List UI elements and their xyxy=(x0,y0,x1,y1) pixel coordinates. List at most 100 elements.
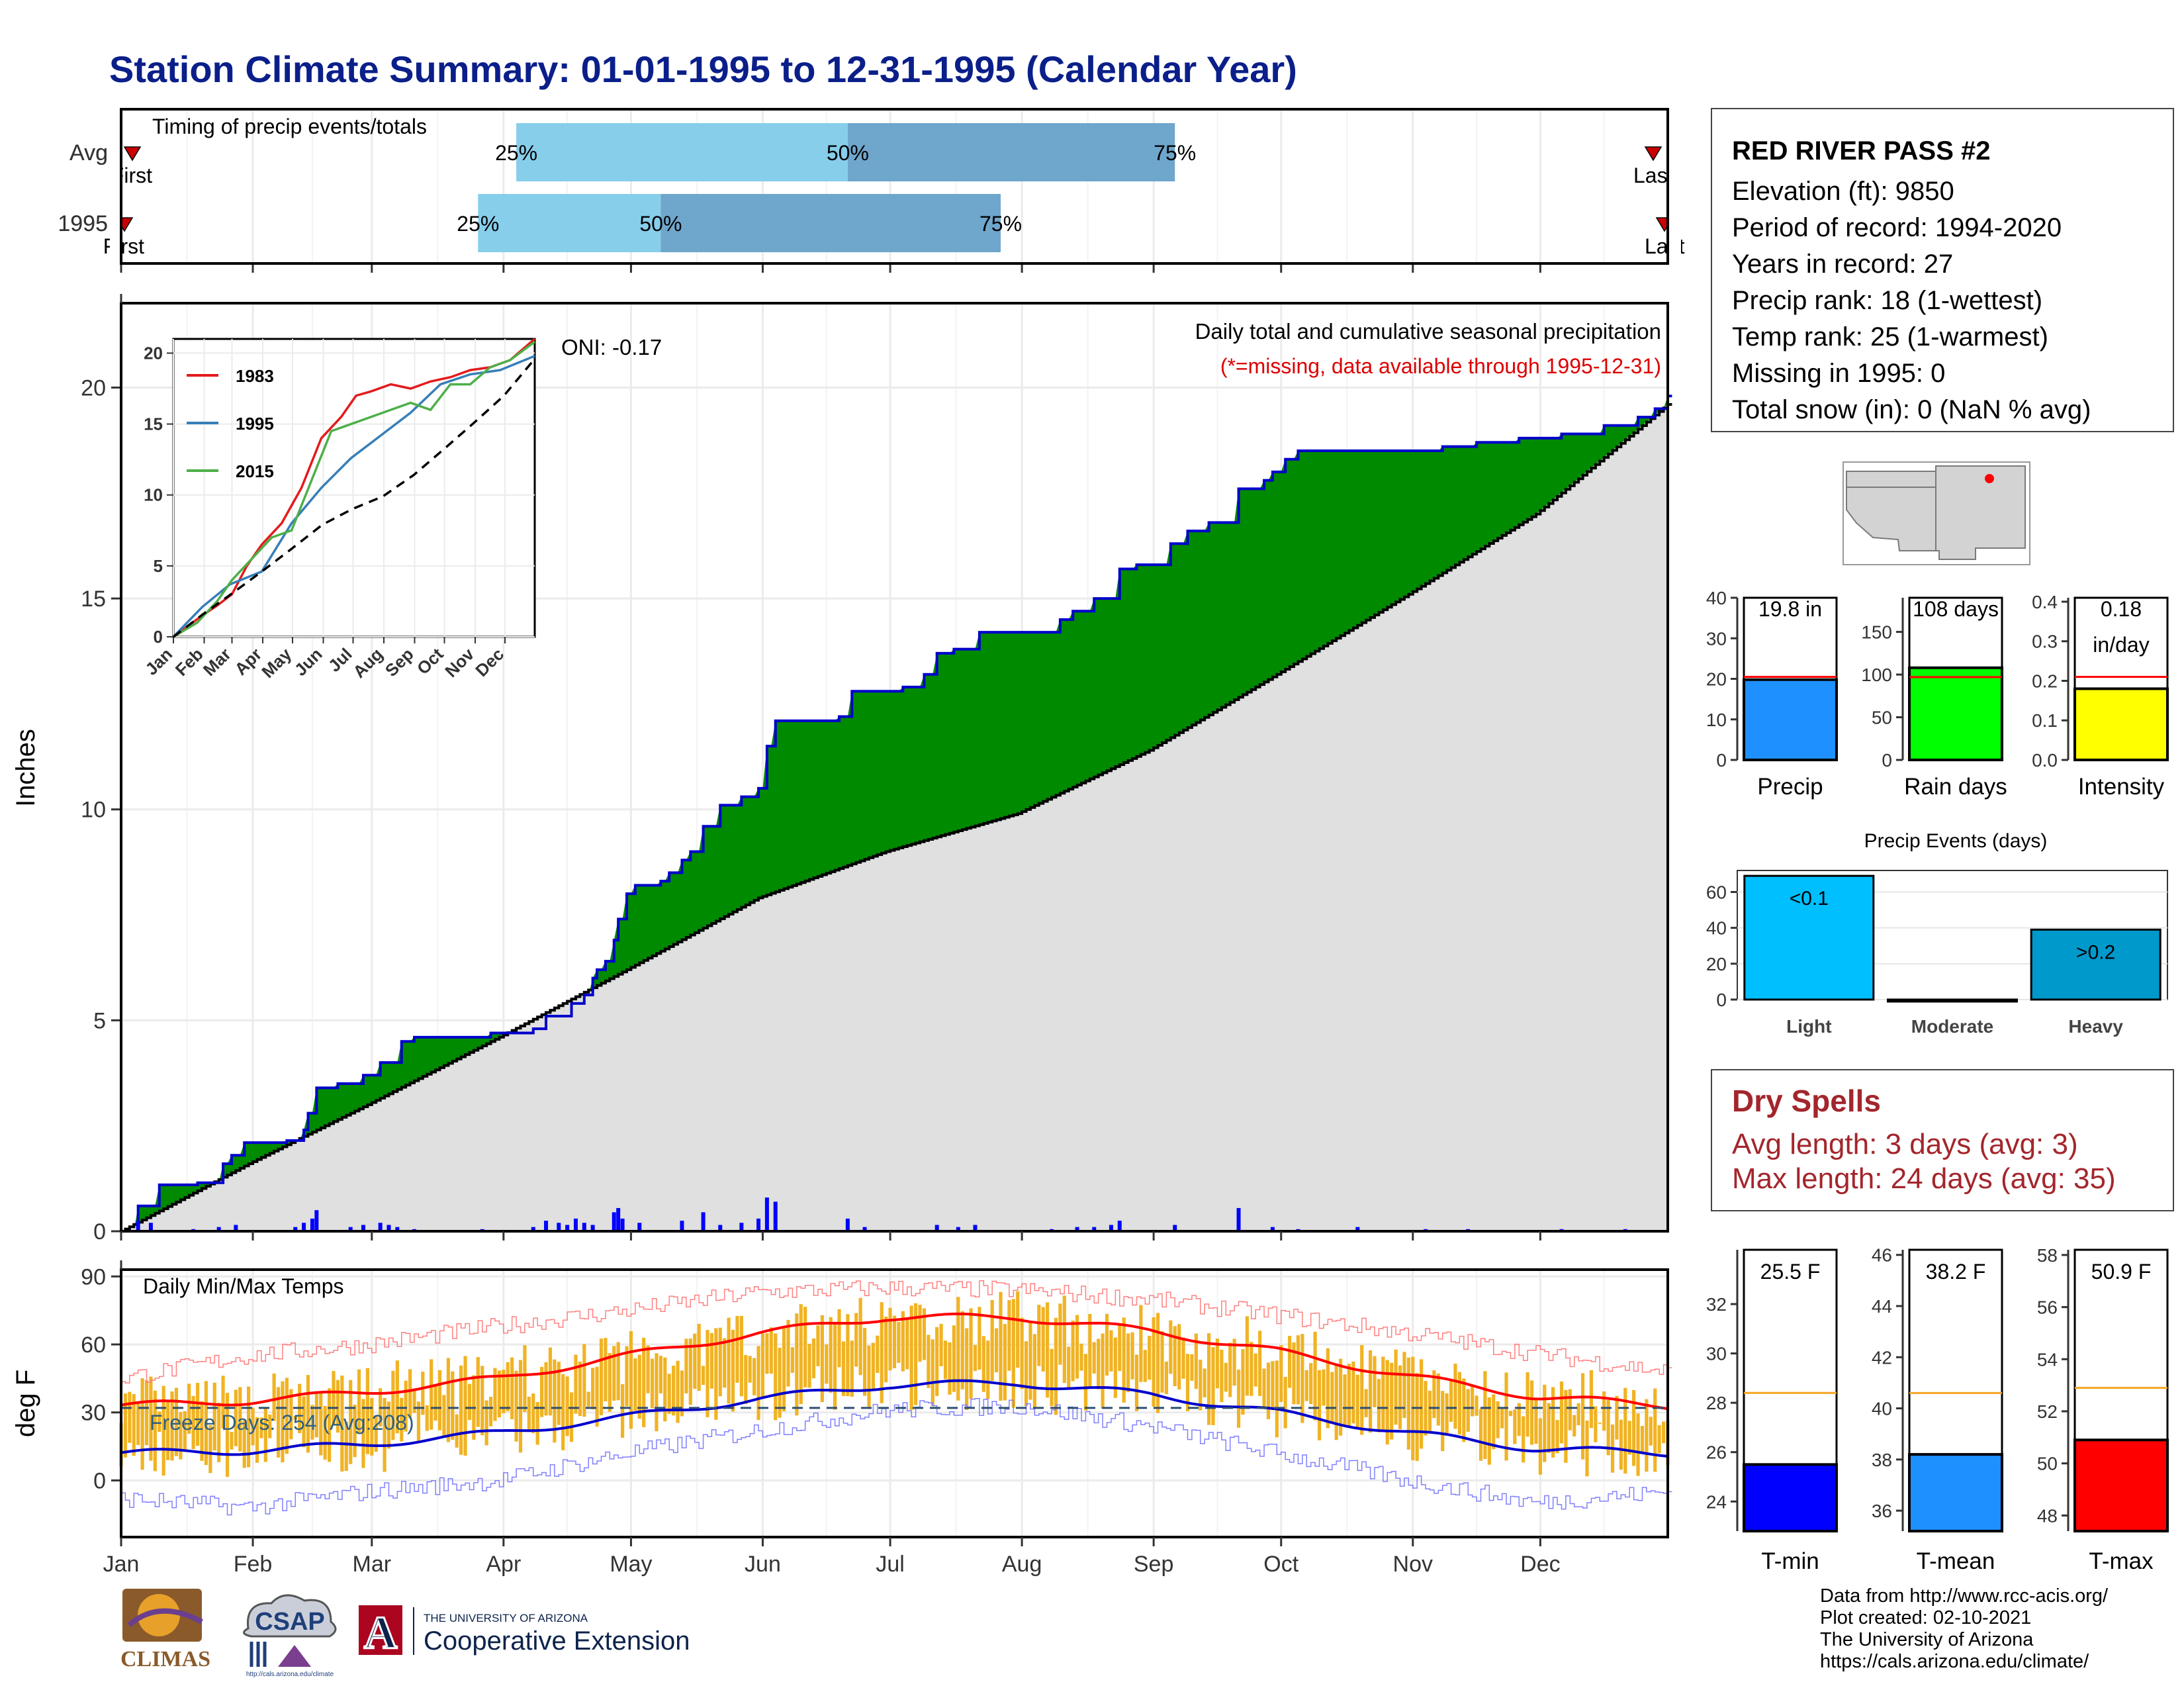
precip-events-chart: Precip Events (days) 0 20 40 60 <0.1 Light Mode… xyxy=(1706,830,2168,1037)
daily-temp-bar xyxy=(846,1314,850,1397)
quartile-label: 25% xyxy=(495,141,537,165)
daily-temp-bar xyxy=(1266,1362,1271,1419)
daily-temp-bar xyxy=(340,1376,344,1472)
daily-temp-bar xyxy=(765,1333,769,1374)
daily-temp-bar xyxy=(795,1313,799,1416)
daily-temp-bar xyxy=(892,1315,897,1369)
daily-temp-bar xyxy=(718,1327,722,1397)
quartile-label: 75% xyxy=(979,212,1022,236)
daily-temp-bar xyxy=(778,1348,782,1418)
daily-temp-bar xyxy=(1551,1387,1555,1458)
daily-temp-bar xyxy=(1645,1399,1649,1472)
daily-precip-bar xyxy=(293,1227,298,1231)
inset-x-tick-label: Jan xyxy=(141,644,176,679)
daily-temp-bar xyxy=(1275,1360,1279,1438)
daily-temp-bar xyxy=(451,1371,455,1440)
daily-temp-bar xyxy=(365,1368,369,1454)
x-tick-label: Jun xyxy=(745,1552,781,1577)
first-marker xyxy=(123,146,142,162)
panel-y-tick-label: 24 xyxy=(1706,1491,1727,1512)
daily-temp-bar xyxy=(221,1376,225,1429)
panel-y-tick-label: 44 xyxy=(1872,1296,1892,1317)
daily-precip-bar xyxy=(1092,1227,1097,1231)
daily-temp-bar xyxy=(506,1362,510,1411)
daily-temp-bar xyxy=(1343,1374,1347,1427)
cumulative-chart: 0 5 10 15 20 Daily total and cumulative seaso… xyxy=(11,294,1672,1244)
daily-temp-bar xyxy=(208,1425,212,1474)
daily-temp-bar xyxy=(1007,1300,1011,1371)
daily-temp-bar xyxy=(281,1381,285,1463)
daily-temp-bar xyxy=(667,1374,671,1414)
average-cumulative-line xyxy=(121,402,1672,1233)
station-name: RED RIVER PASS #2 xyxy=(1732,136,1991,165)
daily-temp-bar xyxy=(655,1353,659,1432)
daily-temp-bar xyxy=(688,1338,692,1405)
panel-y-tick-label: 0.2 xyxy=(2032,671,2058,691)
daily-precip-bar xyxy=(590,1225,595,1231)
daily-temp-bar xyxy=(731,1329,735,1412)
daily-temp-bar xyxy=(1164,1361,1169,1395)
timing-chart: Timing of precip events/totals Avg 25% 50% 7… xyxy=(58,108,1685,273)
daily-temp-bar xyxy=(502,1370,506,1413)
daily-temp-bar xyxy=(697,1323,701,1391)
daily-temp-bar xyxy=(488,1397,493,1427)
event-category-label: Heavy xyxy=(2068,1016,2123,1037)
x-tick-label: Mar xyxy=(353,1552,392,1577)
daily-temp-bar xyxy=(370,1397,374,1456)
daily-temp-bar xyxy=(1020,1317,1024,1389)
daily-temp-bar xyxy=(1513,1409,1517,1444)
daily-temp-bar xyxy=(867,1345,871,1407)
panel-y-tick-label: 0 xyxy=(1716,750,1727,771)
y-axis-title: Inches xyxy=(11,729,40,807)
quartile-bar-upper xyxy=(660,194,1001,252)
daily-temp-bar xyxy=(1428,1391,1432,1432)
daily-temp-bar xyxy=(981,1336,985,1392)
record-max-line xyxy=(121,1280,1672,1383)
daily-precip-bar xyxy=(557,1223,561,1231)
panel-value-label: 25.5 F xyxy=(1760,1260,1821,1284)
ua-big-text: Cooperative Extension xyxy=(424,1626,690,1656)
daily-temp-bar xyxy=(1653,1388,1657,1472)
daily-temp-bar xyxy=(310,1405,314,1440)
daily-precip-bar xyxy=(701,1212,705,1231)
inset-chart: 0 5 10 15 20 JanFebMarAprMayJunJulAugSepOctNo… xyxy=(141,338,536,682)
daily-temp-bar xyxy=(272,1373,276,1421)
panel-name: T-min xyxy=(1761,1548,1819,1574)
daily-precip-bar xyxy=(862,1227,867,1231)
daily-temp-bar xyxy=(170,1391,174,1461)
daily-temp-bar xyxy=(931,1339,934,1407)
daily-temp-bar xyxy=(459,1365,463,1455)
inset-legend-label: 2015 xyxy=(236,461,274,481)
dry-spells-avg: Avg length: 3 days (avg: 3) xyxy=(1732,1128,2078,1160)
inset-series-1983 xyxy=(172,338,536,638)
daily-temp-bar xyxy=(1529,1380,1534,1445)
daily-temp-bar xyxy=(553,1359,557,1443)
daily-temp-bar xyxy=(595,1366,599,1427)
station-precip-rank: Precip rank: 18 (1-wettest) xyxy=(1732,286,2043,315)
daily-precip-bar xyxy=(302,1223,306,1231)
daily-temp-bar xyxy=(1071,1320,1075,1382)
daily-temp-bar xyxy=(238,1387,242,1452)
daily-temp-bar xyxy=(637,1354,641,1419)
daily-temp-bar xyxy=(1228,1342,1232,1397)
daily-temp-bar xyxy=(888,1307,892,1371)
daily-temp-bar xyxy=(969,1308,973,1399)
daily-temp-bar xyxy=(620,1384,625,1438)
daily-temp-bar xyxy=(1487,1397,1491,1465)
inset-x-tick-label: Nov xyxy=(441,644,478,681)
daily-temp-bar xyxy=(604,1338,608,1402)
panel-y-tick-label: 30 xyxy=(1706,1344,1727,1364)
panel-y-tick-label: 38 xyxy=(1872,1450,1892,1470)
y-tick-label: 30 xyxy=(81,1401,106,1426)
credit-source: Data from http://www.rcc-acis.org/ xyxy=(1820,1585,2109,1607)
daily-temp-bar xyxy=(948,1342,952,1395)
daily-temp-bar xyxy=(1576,1403,1580,1426)
daily-temp-bar xyxy=(383,1397,387,1472)
daily-temp-bar xyxy=(1101,1333,1105,1409)
daily-temp-bar xyxy=(1241,1349,1245,1415)
daily-temp-bar xyxy=(187,1383,191,1434)
panel-y-tick-label: 0.1 xyxy=(2032,710,2058,731)
daily-temp-bar xyxy=(174,1387,179,1456)
daily-temp-bar xyxy=(897,1321,901,1363)
daily-temp-bar xyxy=(1156,1313,1160,1413)
